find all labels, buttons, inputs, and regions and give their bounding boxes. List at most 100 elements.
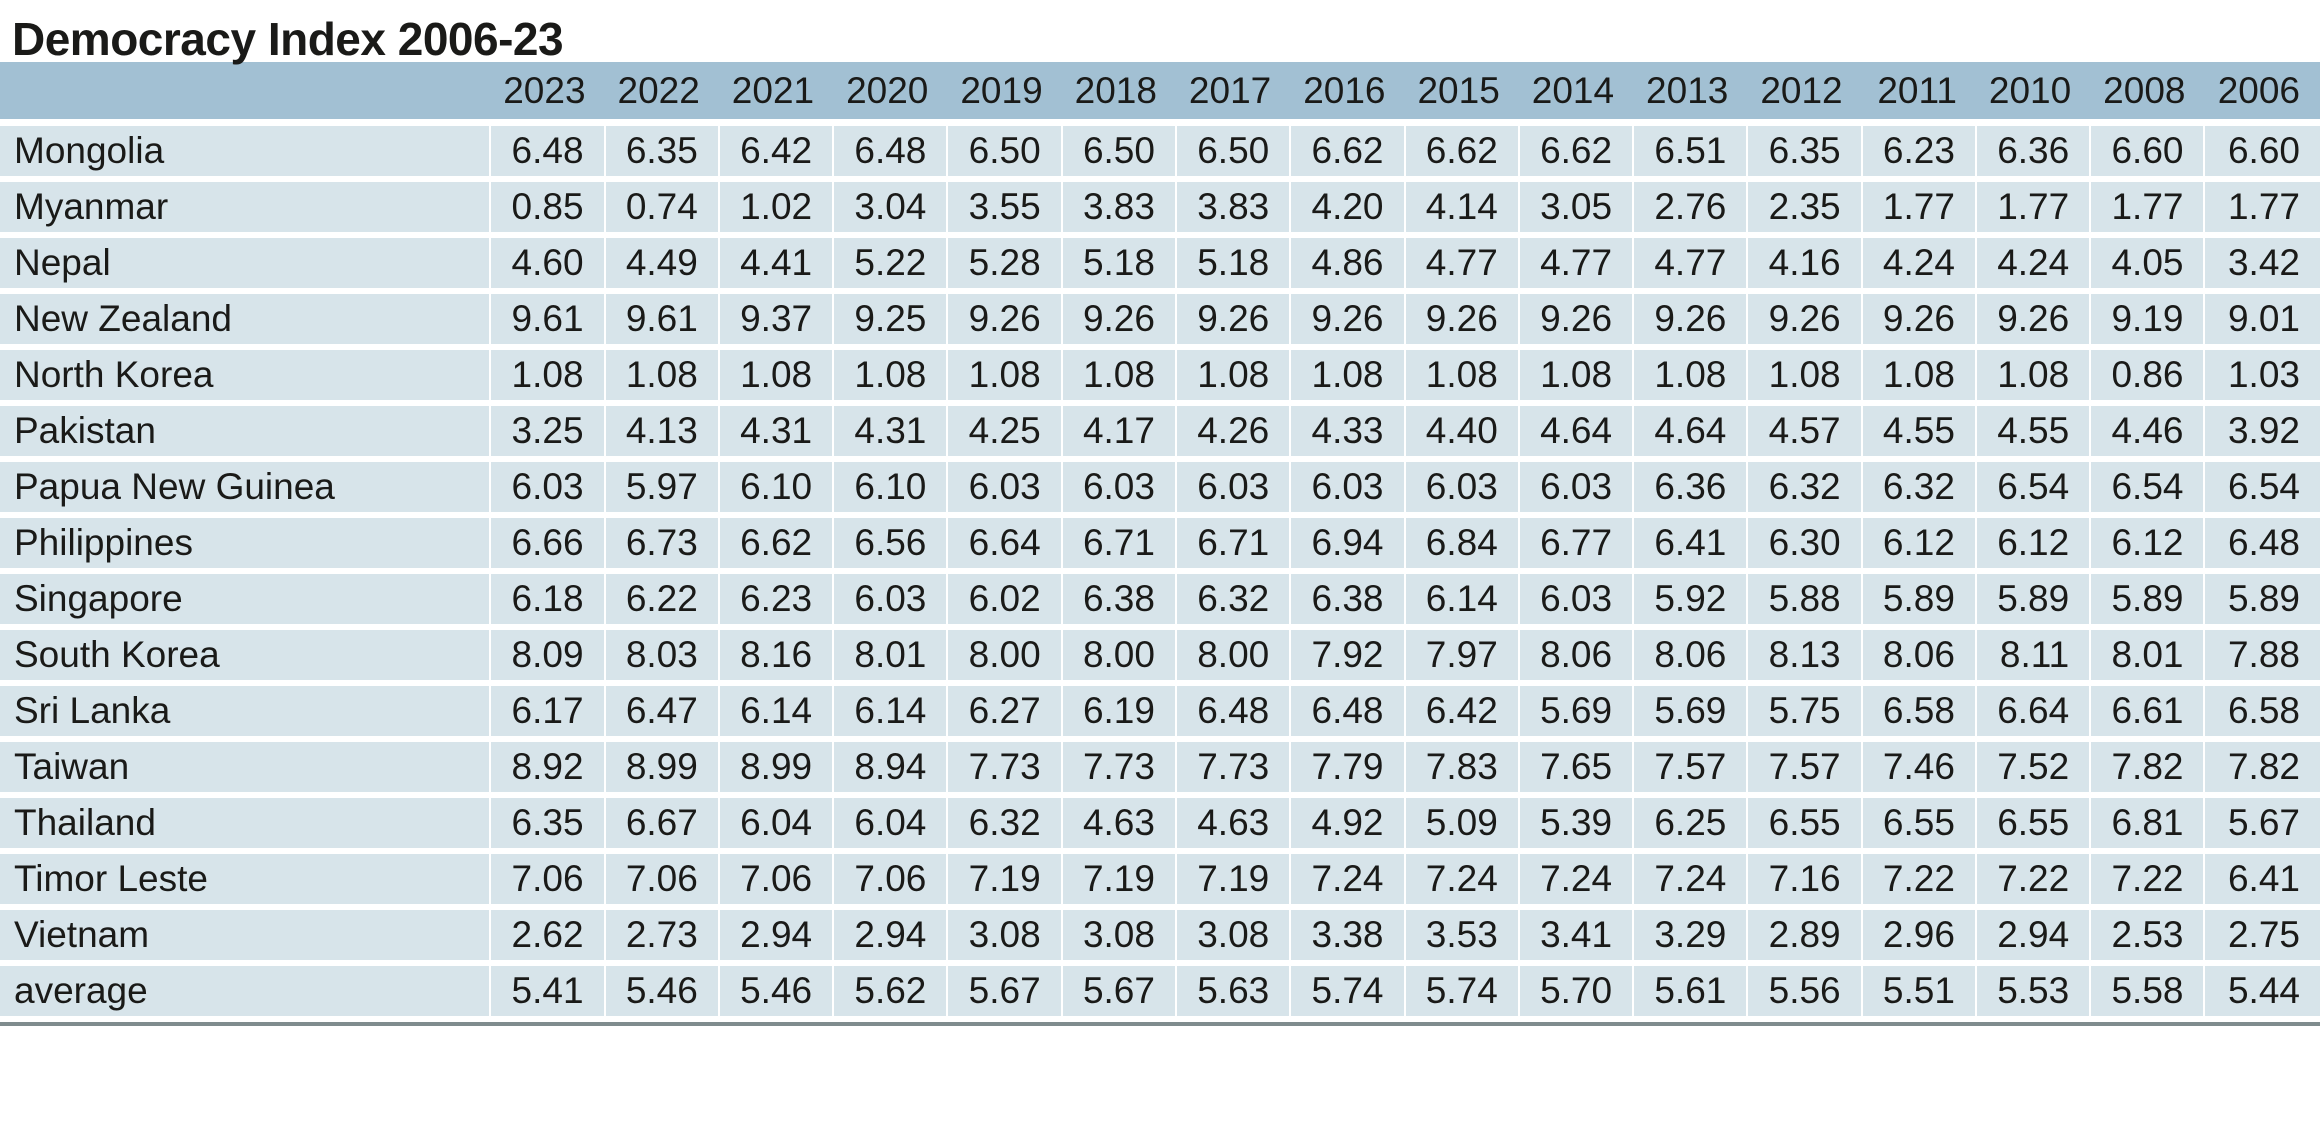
- value-cell: 8.00: [1062, 630, 1177, 686]
- value-cell: 6.25: [1634, 798, 1749, 854]
- value-cell: 6.62: [1291, 126, 1406, 182]
- country-cell: Myanmar: [0, 182, 492, 238]
- value-cell: 4.77: [1634, 238, 1749, 294]
- value-cell: 5.67: [1062, 966, 1177, 1022]
- value-cell: 1.08: [491, 350, 606, 406]
- year-header-cell: 2014: [1519, 62, 1635, 126]
- table-row: Timor Leste 7.06 7.06 7.06 7.06 7.19 7.19 7.19 7…: [0, 854, 2320, 910]
- value-cell: 4.46: [2091, 406, 2206, 462]
- value-cell: 6.42: [1405, 686, 1520, 742]
- table-row: North Korea 1.08 1.08 1.08 1.08 1.08 1.08 1.08 1…: [0, 350, 2320, 406]
- value-cell: 4.86: [1291, 238, 1406, 294]
- country-cell: Papua New Guinea: [0, 462, 492, 518]
- value-cell: 3.53: [1405, 910, 1520, 966]
- value-cell: 3.29: [1634, 910, 1749, 966]
- value-cell: 1.08: [1405, 350, 1520, 406]
- table-header-row: 2023 2022 2021 2020 2019 2018 2017 2016 2015 2014…: [0, 62, 2320, 126]
- value-cell: 6.03: [1291, 462, 1406, 518]
- value-cell: 2.89: [1748, 910, 1863, 966]
- value-cell: 6.38: [1062, 574, 1177, 630]
- value-cell: 6.35: [605, 126, 720, 182]
- value-cell: 7.73: [948, 742, 1063, 798]
- value-cell: 5.46: [605, 966, 720, 1022]
- value-cell: 2.62: [491, 910, 606, 966]
- value-cell: 6.12: [2091, 518, 2206, 574]
- value-cell: 6.35: [491, 798, 606, 854]
- value-cell: 7.22: [1862, 854, 1977, 910]
- value-cell: 4.55: [1976, 406, 2092, 462]
- year-header-cell: 2017: [1176, 62, 1292, 126]
- value-cell: 3.05: [1519, 182, 1635, 238]
- value-cell: 1.77: [2091, 182, 2206, 238]
- table-row: Philippines 6.66 6.73 6.62 6.56 6.64 6.71 6.71 6…: [0, 518, 2320, 574]
- value-cell: 6.54: [2091, 462, 2206, 518]
- value-cell: 4.92: [1291, 798, 1406, 854]
- value-cell: 6.36: [1976, 126, 2092, 182]
- page-title: Democracy Index 2006-23: [12, 13, 564, 65]
- country-cell: Taiwan: [0, 742, 492, 798]
- value-cell: 6.22: [605, 574, 720, 630]
- value-cell: 6.94: [1291, 518, 1406, 574]
- value-cell: 6.32: [1176, 574, 1292, 630]
- value-cell: 7.88: [2205, 630, 2320, 686]
- value-cell: 6.27: [948, 686, 1063, 742]
- value-cell: 6.12: [1976, 518, 2092, 574]
- value-cell: 5.51: [1862, 966, 1977, 1022]
- value-cell: 3.42: [2205, 238, 2320, 294]
- value-cell: 4.64: [1519, 406, 1635, 462]
- value-cell: 5.97: [605, 462, 720, 518]
- value-cell: 9.26: [1405, 294, 1520, 350]
- value-cell: 2.94: [719, 910, 835, 966]
- value-cell: 7.19: [1062, 854, 1177, 910]
- value-cell: 8.01: [834, 630, 949, 686]
- table-row: Thailand 6.35 6.67 6.04 6.04 6.32 4.63 4.63 4.92…: [0, 798, 2320, 854]
- value-cell: 5.58: [2091, 966, 2206, 1022]
- value-cell: 5.69: [1519, 686, 1635, 742]
- value-cell: 7.22: [1976, 854, 2092, 910]
- value-cell: 5.62: [834, 966, 949, 1022]
- country-cell: South Korea: [0, 630, 492, 686]
- table-row: average 5.41 5.46 5.46 5.62 5.67 5.67 5.63 5.74 5…: [0, 966, 2320, 1022]
- value-cell: 7.24: [1519, 854, 1635, 910]
- value-cell: 6.03: [948, 462, 1063, 518]
- value-cell: 6.66: [491, 518, 606, 574]
- value-cell: 6.81: [2091, 798, 2206, 854]
- value-cell: 1.08: [1176, 350, 1292, 406]
- value-cell: 6.48: [2205, 518, 2320, 574]
- value-cell: 5.92: [1634, 574, 1749, 630]
- value-cell: 4.57: [1748, 406, 1863, 462]
- value-cell: 4.64: [1634, 406, 1749, 462]
- value-cell: 2.96: [1862, 910, 1977, 966]
- value-cell: 6.19: [1062, 686, 1177, 742]
- value-cell: 5.18: [1062, 238, 1177, 294]
- value-cell: 4.63: [1176, 798, 1292, 854]
- value-cell: 7.19: [1176, 854, 1292, 910]
- value-cell: 4.17: [1062, 406, 1177, 462]
- country-cell: New Zealand: [0, 294, 492, 350]
- value-cell: 7.22: [2091, 854, 2206, 910]
- value-cell: 1.08: [948, 350, 1063, 406]
- value-cell: 7.06: [605, 854, 720, 910]
- country-cell: average: [0, 966, 492, 1022]
- value-cell: 8.00: [1176, 630, 1292, 686]
- value-cell: 7.06: [719, 854, 835, 910]
- value-cell: 2.73: [605, 910, 720, 966]
- value-cell: 5.69: [1634, 686, 1749, 742]
- value-cell: 5.44: [2205, 966, 2320, 1022]
- value-cell: 2.94: [1976, 910, 2092, 966]
- value-cell: 6.77: [1519, 518, 1635, 574]
- year-header-cell: 2012: [1748, 62, 1863, 126]
- value-cell: 6.12: [1862, 518, 1977, 574]
- value-cell: 7.24: [1291, 854, 1406, 910]
- year-header-cell: 2015: [1405, 62, 1520, 126]
- value-cell: 6.62: [1519, 126, 1635, 182]
- value-cell: 8.03: [605, 630, 720, 686]
- country-cell: Philippines: [0, 518, 492, 574]
- table-row: Pakistan 3.25 4.13 4.31 4.31 4.25 4.17 4.26 4.33…: [0, 406, 2320, 462]
- value-cell: 6.62: [1405, 126, 1520, 182]
- value-cell: 7.52: [1976, 742, 2092, 798]
- value-cell: 6.47: [605, 686, 720, 742]
- value-cell: 4.33: [1291, 406, 1406, 462]
- value-cell: 4.24: [1862, 238, 1977, 294]
